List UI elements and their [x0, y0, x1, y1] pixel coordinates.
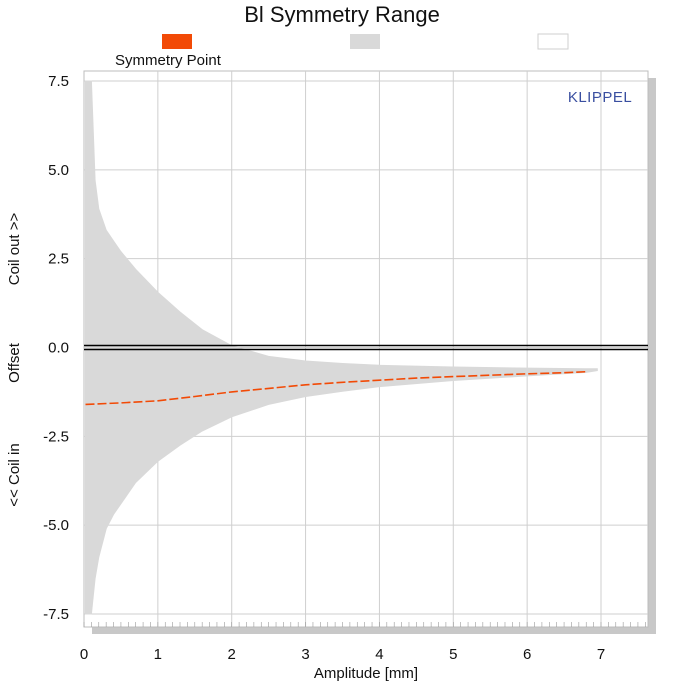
x-tick-label-4: 4	[375, 646, 383, 663]
minor-ticks	[83, 622, 646, 627]
x-tick-labels: 0 1 2 3 4 5 6 7	[80, 646, 605, 663]
range-band	[85, 80, 598, 615]
x-axis-label: Amplitude [mm]	[314, 665, 418, 682]
x-tick-label-1: 1	[154, 646, 162, 663]
frame-shadow-bottom	[92, 627, 656, 634]
y-tick-label: -5.0	[43, 517, 69, 534]
legend-swatch-symmetry-point	[162, 34, 192, 49]
series-group	[85, 370, 587, 406]
frame-shadow-right	[648, 78, 656, 634]
legend-swatch-empty	[537, 33, 569, 50]
x-tick-label-6: 6	[523, 646, 531, 663]
range-band-area	[85, 80, 598, 615]
x-tick-label-2: 2	[228, 646, 236, 663]
y-tick-label: 5.0	[48, 162, 69, 179]
y-axis-label-coil-out: Coil out >>	[6, 212, 23, 285]
brand-label: KLIPPEL	[568, 89, 632, 106]
y-tick-label: -2.5	[43, 428, 69, 445]
y-axis-label-offset: Offset	[6, 342, 23, 383]
legend-label-symmetry-point: Symmetry Point	[115, 52, 222, 69]
x-tick-label-5: 5	[449, 646, 457, 663]
legend: Symmetry Point	[115, 33, 569, 69]
x-tick-label-3: 3	[301, 646, 309, 663]
y-axis-label-coil-in: << Coil in	[6, 443, 23, 506]
chart-title: Bl Symmetry Range	[244, 2, 440, 27]
y-tick-label: 2.5	[48, 251, 69, 268]
grid	[84, 71, 648, 627]
x-tick-label-0: 0	[80, 646, 88, 663]
y-tick-labels: 7.5 5.0 2.5 0.0 -2.5 -5.0 -7.5	[43, 73, 69, 623]
y-tick-label: 0.0	[48, 340, 69, 357]
series-line-symmetry-point	[85, 370, 587, 406]
y-tick-label: -7.5	[43, 606, 69, 623]
x-tick-label-7: 7	[597, 646, 605, 663]
zero-line	[84, 344, 648, 351]
y-tick-label: 7.5	[48, 73, 69, 90]
legend-swatch-range	[350, 34, 380, 49]
